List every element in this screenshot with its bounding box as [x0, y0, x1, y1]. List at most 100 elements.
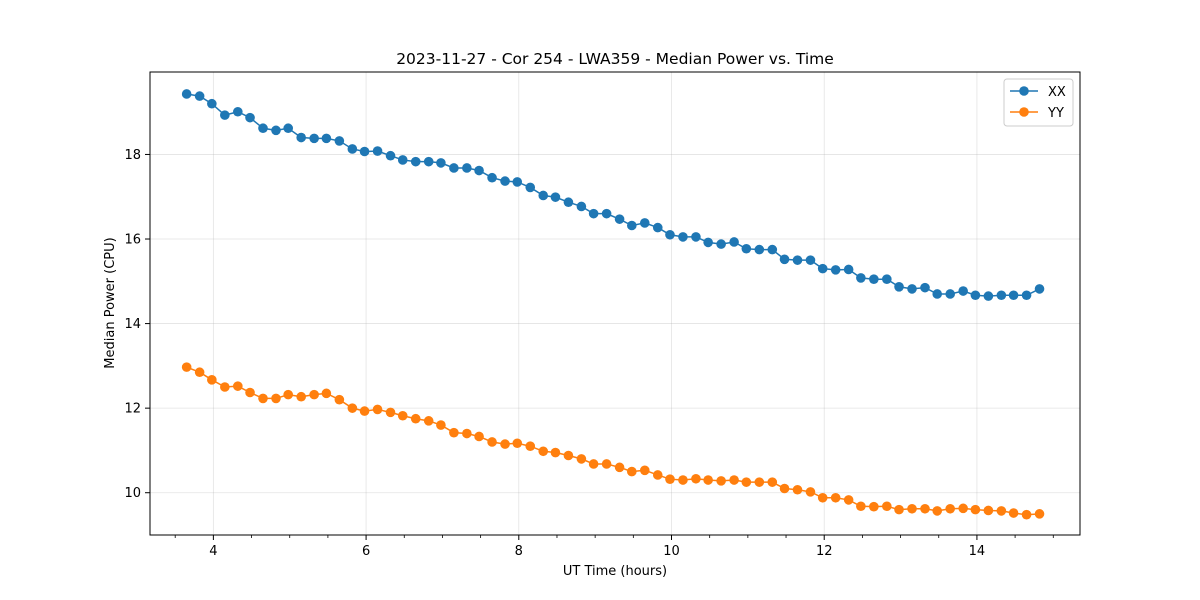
data-point-xx	[958, 286, 968, 296]
data-point-yy	[716, 476, 726, 486]
data-point-yy	[983, 505, 994, 516]
data-point-xx	[271, 125, 281, 136]
y-tick-label: 12	[124, 402, 141, 417]
legend: XX YY	[1003, 78, 1074, 127]
data-point-xx	[729, 237, 739, 247]
x-tick-label: 4	[209, 544, 217, 559]
data-point-xx	[525, 182, 536, 193]
data-point-xx	[334, 136, 345, 146]
legend-marker-xx	[1019, 86, 1029, 96]
data-point-yy	[410, 413, 421, 424]
data-point-yy	[474, 431, 484, 442]
data-point-yy	[258, 393, 268, 404]
data-point-yy	[691, 473, 701, 484]
data-point-yy	[1021, 509, 1032, 520]
data-point-yy	[385, 407, 396, 418]
data-point-xx	[652, 222, 663, 233]
data-point-xx	[716, 239, 726, 249]
data-point-xx	[741, 243, 752, 254]
data-point-xx	[983, 291, 994, 301]
data-point-xx	[805, 255, 816, 265]
data-point-xx	[691, 232, 701, 242]
data-point-yy	[652, 470, 663, 480]
data-point-xx	[1008, 290, 1019, 301]
data-point-yy	[639, 465, 650, 476]
data-point-yy	[449, 427, 459, 438]
data-point-yy	[563, 450, 574, 461]
data-point-yy	[907, 503, 917, 514]
data-point-xx	[767, 244, 778, 255]
data-point-xx	[309, 133, 319, 144]
data-point-xx	[296, 132, 306, 143]
data-point-yy	[1008, 508, 1019, 518]
data-point-xx	[830, 265, 841, 275]
legend-label-yy: YY	[1047, 106, 1064, 121]
data-point-xx	[792, 255, 803, 265]
data-point-yy	[296, 391, 306, 402]
data-point-yy	[525, 441, 536, 452]
data-point-xx	[970, 290, 981, 301]
data-point-xx	[1034, 284, 1045, 294]
data-point-yy	[588, 459, 599, 469]
data-point-yy	[220, 382, 230, 392]
data-point-xx	[500, 176, 510, 186]
data-point-xx	[423, 156, 434, 167]
data-point-yy	[334, 394, 345, 405]
plot-frame	[149, 71, 1081, 536]
data-point-xx	[639, 218, 650, 228]
data-point-yy	[601, 459, 612, 469]
data-point-yy	[932, 506, 943, 516]
data-point-xx	[512, 177, 523, 187]
data-point-xx	[894, 281, 904, 292]
data-point-yy	[397, 410, 408, 421]
data-point-xx	[665, 229, 675, 240]
data-point-xx	[996, 290, 1007, 301]
data-point-xx	[194, 91, 205, 101]
data-point-yy	[741, 477, 752, 487]
data-point-xx	[601, 208, 612, 219]
x-tick-label: 8	[515, 544, 523, 559]
data-point-yy	[958, 503, 968, 514]
data-point-xx	[258, 123, 268, 134]
data-point-xx	[487, 172, 497, 183]
data-point-xx	[869, 274, 879, 284]
legend-marker-yy	[1019, 107, 1029, 117]
data-point-xx	[779, 254, 790, 265]
data-point-yy	[283, 389, 294, 400]
data-point-xx	[436, 158, 446, 168]
data-point-xx	[563, 197, 574, 208]
data-point-xx	[754, 244, 765, 255]
data-point-yy	[817, 492, 828, 503]
data-point-xx	[614, 214, 625, 224]
data-point-xx	[945, 289, 955, 299]
data-point-yy	[894, 504, 904, 515]
data-point-yy	[665, 474, 675, 484]
data-point-xx	[462, 163, 472, 173]
x-axis-label: UT Time (hours)	[563, 564, 667, 579]
data-point-xx	[321, 133, 332, 144]
data-point-yy	[538, 446, 549, 457]
data-point-xx	[678, 232, 688, 242]
data-point-yy	[626, 466, 637, 477]
data-point-yy	[843, 495, 854, 505]
data-point-yy	[487, 437, 497, 447]
data-point-xx	[233, 106, 243, 117]
data-point-xx	[550, 192, 561, 202]
data-point-yy	[614, 462, 625, 473]
data-point-yy	[869, 501, 879, 512]
data-point-yy	[423, 416, 434, 426]
data-point-yy	[372, 404, 383, 415]
chart-title: 2023-11-27 - Cor 254 - LWA359 - Median P…	[396, 50, 834, 68]
data-point-yy	[233, 381, 243, 391]
data-point-yy	[181, 362, 192, 372]
data-point-yy	[462, 428, 472, 439]
data-point-yy	[321, 388, 332, 399]
data-point-yy	[1034, 509, 1045, 519]
data-point-xx	[703, 237, 713, 248]
data-point-xx	[626, 220, 637, 231]
data-point-yy	[754, 477, 765, 487]
data-point-yy	[194, 367, 205, 378]
data-point-yy	[347, 403, 358, 413]
axis-ticks: 4 6 8 10 12 14 10 12 14 16 18	[124, 148, 1054, 559]
